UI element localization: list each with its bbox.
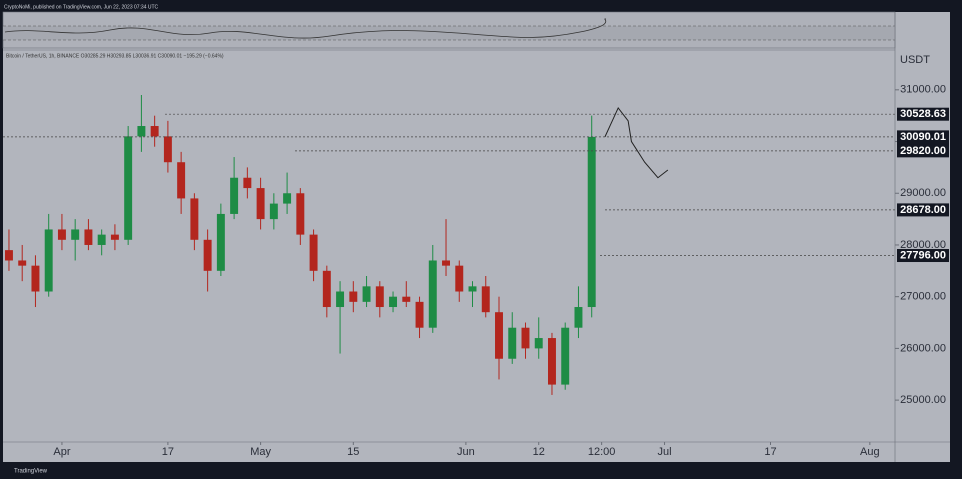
candle-body: [110, 234, 119, 240]
candle-body: [71, 229, 80, 240]
footer: TradingView: [14, 469, 48, 475]
y-tick-label: 25000.00: [900, 394, 946, 406]
candle-body: [428, 260, 437, 328]
y-tick-label: 31000.00: [900, 84, 946, 96]
x-tick-label: Jun: [457, 446, 475, 458]
x-tick-label: Apr: [53, 446, 70, 458]
x-tick-label: 17: [162, 446, 174, 458]
candle-body: [283, 193, 292, 204]
candle-body: [587, 136, 596, 308]
candle-body: [521, 327, 530, 349]
candle-body: [495, 312, 503, 359]
candle-body: [455, 265, 464, 292]
x-tick-label: Aug: [860, 446, 880, 458]
x-tick-label: 12: [533, 446, 545, 458]
price-label: 27796.00: [900, 249, 946, 261]
candle-body: [296, 193, 305, 235]
candle-body: [309, 234, 318, 271]
y-tick-label: 28000.00: [900, 239, 946, 251]
price-label: 28678.00: [900, 204, 946, 216]
candle-body: [349, 291, 358, 302]
candle-body: [574, 307, 583, 328]
x-tick-label: 17: [764, 446, 776, 458]
candle-body: [389, 296, 398, 308]
candle-body: [336, 291, 345, 308]
price-label: 29820.00: [900, 145, 946, 157]
x-tick-label: May: [250, 446, 271, 458]
indicator-line: [4, 18, 607, 39]
symbol-line: Bitcoin / TetherUS, 1h, BINANCE O30285.2…: [6, 53, 224, 59]
candle-body: [18, 260, 27, 266]
price-label-box: [897, 144, 949, 158]
y-tick-label: 27000.00: [900, 291, 946, 303]
y-tick-label: 26000.00: [900, 342, 946, 354]
candle-body: [230, 177, 239, 214]
header: CryptoNoMi, published on TradingView.com…: [4, 4, 159, 10]
candle-body: [548, 338, 556, 385]
candle-body: [150, 126, 159, 137]
candle-body: [269, 203, 278, 220]
projection-line: [604, 106, 669, 179]
candle-body: [44, 229, 53, 292]
candle-body: [375, 286, 384, 308]
price-label: 30090.01: [900, 131, 946, 143]
candle-body: [177, 162, 186, 199]
candle-body: [57, 229, 66, 240]
candle-body: [508, 327, 517, 359]
candle-body: [561, 327, 570, 385]
candle-body: [256, 188, 265, 220]
candle-body: [362, 286, 371, 302]
candle-body: [322, 270, 331, 308]
price-label-box: [897, 107, 949, 121]
candle-body: [163, 136, 172, 163]
x-tick-label: 12:00: [588, 446, 616, 458]
candle-body: [97, 234, 106, 245]
candle-body: [415, 301, 424, 328]
candle-body: [468, 286, 477, 292]
candle-body: [243, 177, 252, 189]
x-tick-label: 15: [347, 446, 359, 458]
candle-body: [534, 338, 543, 349]
currency: USDT: [900, 54, 930, 66]
candle-body: [137, 126, 146, 137]
candle-body: [402, 296, 411, 302]
candle-body: [124, 136, 133, 240]
candle-body: [4, 250, 13, 261]
candle-body: [203, 239, 212, 271]
price-label: 30528.63: [900, 108, 946, 120]
candle-body: [84, 229, 93, 245]
x-tick-label: Jul: [658, 446, 672, 458]
chart-pane: [3, 12, 950, 462]
y-tick-label: 29000.00: [900, 187, 946, 199]
candle-body: [442, 260, 450, 266]
candle-body: [190, 198, 199, 240]
candle-body: [216, 213, 225, 271]
price-label-box: [897, 203, 949, 217]
candle-body: [31, 265, 40, 292]
price-label-box: [897, 249, 949, 263]
indicator-band: [3, 26, 895, 40]
candle-body: [481, 286, 490, 313]
